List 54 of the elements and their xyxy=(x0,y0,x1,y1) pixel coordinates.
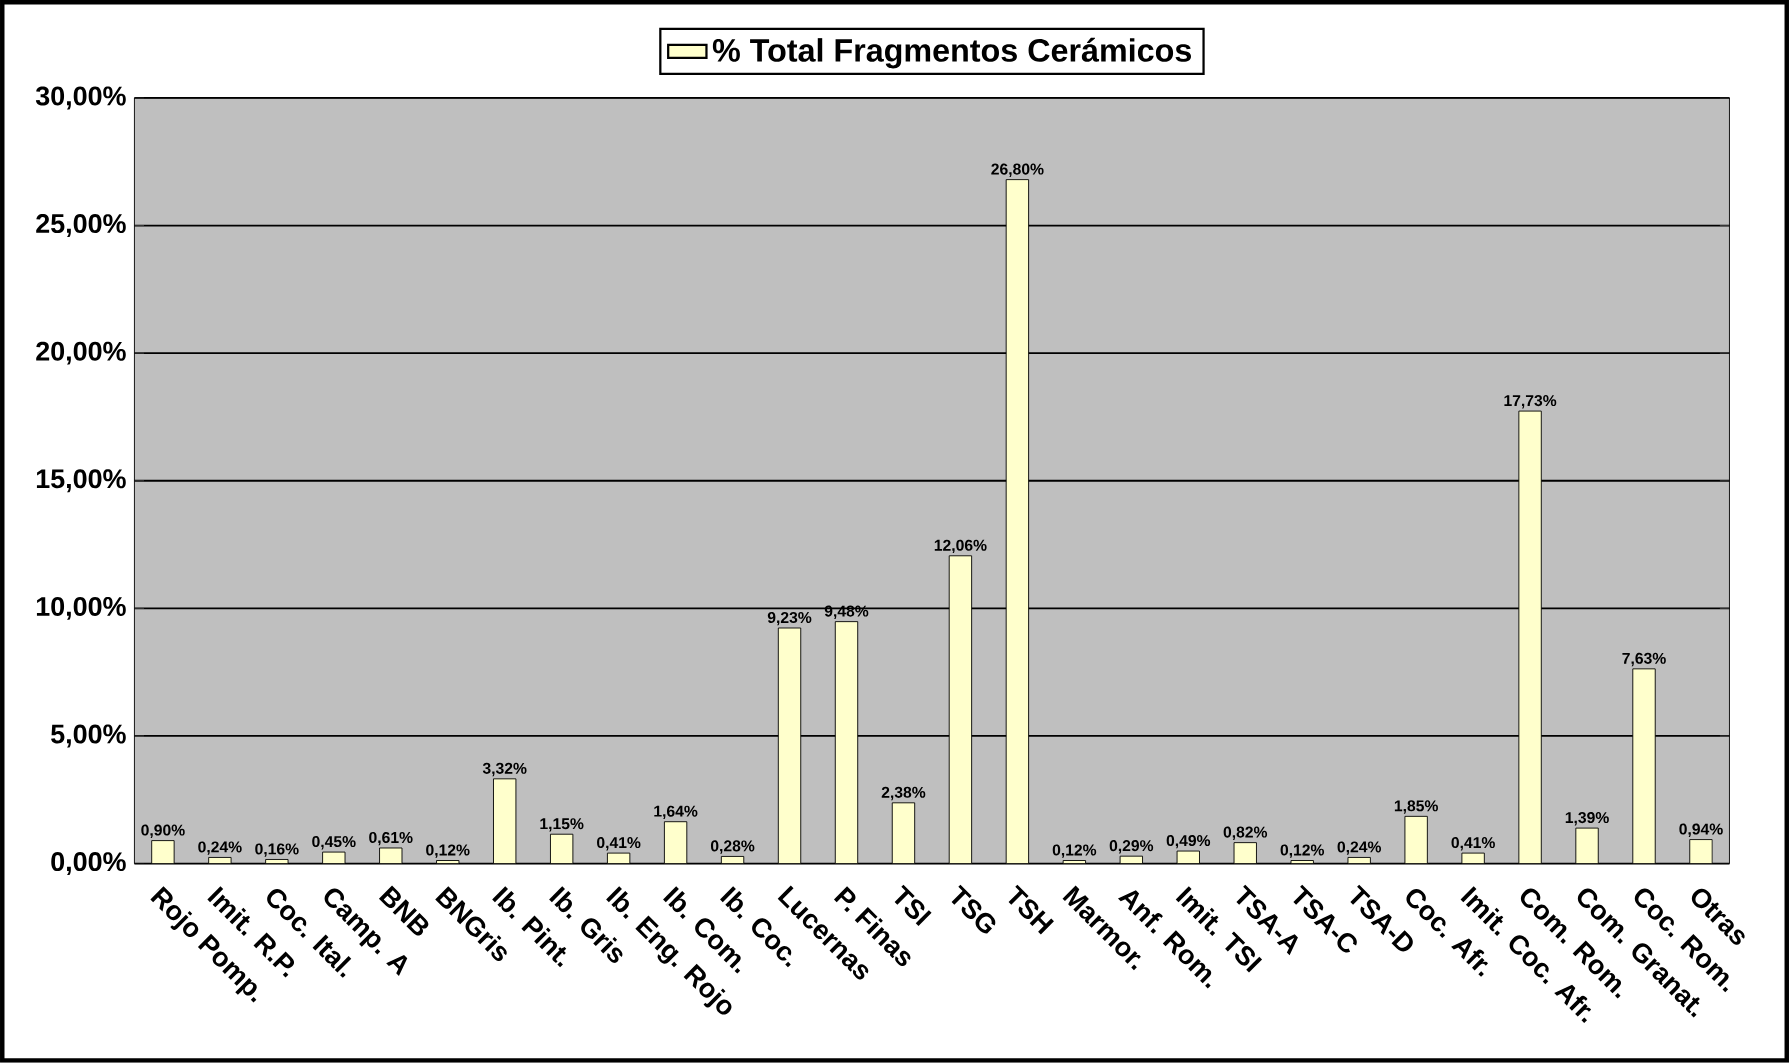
data-label: 0,24% xyxy=(198,841,242,855)
data-label: 0,41% xyxy=(597,837,641,851)
bar xyxy=(208,857,232,864)
data-label: 0,82% xyxy=(1223,826,1268,841)
y-tick-label: 0,00% xyxy=(51,852,126,876)
data-label: 0,12% xyxy=(1052,844,1097,858)
data-label: 1,15% xyxy=(540,818,584,832)
data-label: 0,45% xyxy=(312,836,356,850)
bar xyxy=(1461,852,1485,864)
bar xyxy=(379,847,403,864)
y-tick-label: 20,00% xyxy=(36,341,126,365)
legend-label: % Total Fragmentos Cerámicos xyxy=(712,37,1191,69)
data-label: 1,64% xyxy=(654,805,698,820)
bar xyxy=(1119,855,1143,864)
bar xyxy=(1575,827,1599,864)
data-label: 9,23% xyxy=(767,612,812,626)
bar xyxy=(720,856,745,864)
data-label: 12,06% xyxy=(934,539,987,554)
data-label: 0,29% xyxy=(1109,840,1154,854)
bar xyxy=(1233,842,1257,864)
data-label: 0,41% xyxy=(1451,837,1495,851)
bar xyxy=(1347,857,1371,864)
data-label: 0,12% xyxy=(426,844,470,858)
bar xyxy=(891,802,916,864)
y-tick-label: 10,00% xyxy=(36,596,126,620)
data-label: 3,32% xyxy=(482,762,527,777)
data-label: 1,85% xyxy=(1394,800,1438,814)
y-tick-label: 25,00% xyxy=(36,214,126,238)
data-label: 7,63% xyxy=(1622,652,1666,667)
y-tick-label: 30,00% xyxy=(35,86,126,110)
data-label: 0,24% xyxy=(1337,841,1382,855)
data-label: 2,38% xyxy=(881,786,926,801)
data-label: 0,94% xyxy=(1679,823,1723,837)
data-label: 0,16% xyxy=(255,843,299,857)
y-tick-label: 5,00% xyxy=(51,724,126,748)
data-label: 0,49% xyxy=(1166,835,1211,849)
bar xyxy=(151,840,175,864)
data-label: 1,39% xyxy=(1565,812,1609,826)
data-label: 26,80% xyxy=(991,163,1044,178)
data-label: 0,61% xyxy=(369,832,413,846)
data-label: 17,73% xyxy=(1504,395,1557,409)
bar xyxy=(1689,839,1713,864)
bar xyxy=(606,852,631,864)
bar xyxy=(550,833,574,864)
data-label: 0,12% xyxy=(1280,844,1325,858)
data-label: 0,28% xyxy=(710,840,755,854)
data-label: 0,90% xyxy=(141,824,185,838)
y-tick-label: 15,00% xyxy=(36,469,126,493)
bar xyxy=(663,821,688,864)
bar xyxy=(265,859,289,864)
bar xyxy=(1176,850,1200,864)
bar xyxy=(493,778,517,864)
bar xyxy=(1404,815,1428,864)
bar xyxy=(322,851,346,864)
